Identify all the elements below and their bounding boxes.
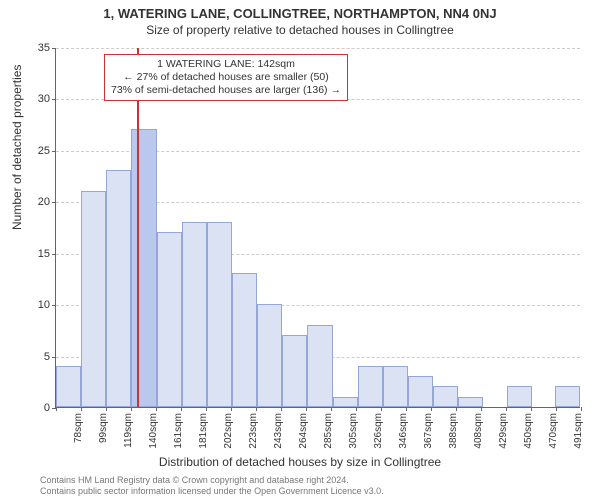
x-tick-mark [456, 407, 457, 411]
y-tick-label: 10 [30, 299, 50, 311]
x-tick-mark [156, 407, 157, 411]
x-tick-label: 450sqm [523, 411, 534, 449]
y-tick-mark [52, 357, 56, 358]
bar [207, 222, 232, 407]
x-tick-mark [556, 407, 557, 411]
y-tick-label: 20 [30, 196, 50, 208]
x-tick-label: 346sqm [398, 411, 409, 449]
plot-area: 1 WATERING LANE: 142sqm ← 27% of detache… [55, 48, 580, 408]
x-tick-label: 408sqm [473, 411, 484, 449]
page-subtitle: Size of property relative to detached ho… [0, 21, 600, 37]
x-tick-label: 285sqm [323, 411, 334, 449]
y-tick-mark [52, 99, 56, 100]
info-line-title: 1 WATERING LANE: 142sqm [111, 58, 341, 71]
bars-container [56, 48, 580, 407]
x-tick-mark [106, 407, 107, 411]
page-title: 1, WATERING LANE, COLLINGTREE, NORTHAMPT… [0, 0, 600, 21]
x-tick-mark [181, 407, 182, 411]
bar [81, 191, 106, 407]
x-tick-mark [256, 407, 257, 411]
x-tick-label: 470sqm [548, 411, 559, 449]
bar [307, 325, 332, 407]
x-tick-label: 429sqm [498, 411, 509, 449]
property-marker-line [137, 48, 139, 407]
bar [433, 386, 458, 407]
x-tick-label: 99sqm [98, 411, 109, 443]
bar [555, 386, 580, 407]
x-tick-label: 243sqm [273, 411, 284, 449]
chart-area: 1 WATERING LANE: 142sqm ← 27% of detache… [55, 48, 580, 408]
x-tick-label: 367sqm [423, 411, 434, 449]
license-line-2: Contains public sector information licen… [40, 486, 384, 496]
bar [333, 397, 358, 407]
bar [106, 170, 131, 407]
y-tick-mark [52, 305, 56, 306]
license-text: Contains HM Land Registry data © Crown c… [40, 475, 384, 496]
y-tick-label: 15 [30, 248, 50, 260]
bar [358, 366, 383, 407]
y-tick-mark [52, 254, 56, 255]
x-tick-label: 388sqm [448, 411, 459, 449]
y-tick-label: 0 [30, 402, 50, 414]
x-tick-label: 78sqm [73, 411, 84, 443]
x-tick-mark [481, 407, 482, 411]
bar [232, 273, 257, 407]
x-tick-mark [206, 407, 207, 411]
license-line-1: Contains HM Land Registry data © Crown c… [40, 475, 384, 485]
bar [282, 335, 307, 407]
x-tick-label: 202sqm [223, 411, 234, 449]
bar [157, 232, 182, 407]
x-tick-label: 491sqm [573, 411, 584, 449]
x-tick-label: 140sqm [148, 411, 159, 449]
x-tick-mark [306, 407, 307, 411]
x-tick-mark [131, 407, 132, 411]
x-tick-label: 305sqm [348, 411, 359, 449]
x-tick-mark [81, 407, 82, 411]
y-tick-label: 25 [30, 145, 50, 157]
bar [408, 376, 433, 407]
bar [56, 366, 81, 407]
x-tick-label: 161sqm [173, 411, 184, 449]
y-axis-label: Number of detached properties [10, 65, 24, 230]
x-tick-mark [281, 407, 282, 411]
y-tick-label: 35 [30, 42, 50, 54]
x-tick-label: 181sqm [198, 411, 209, 449]
x-tick-mark [506, 407, 507, 411]
x-tick-mark [381, 407, 382, 411]
x-tick-mark [331, 407, 332, 411]
x-tick-mark [231, 407, 232, 411]
bar [458, 397, 483, 407]
x-tick-label: 264sqm [298, 411, 309, 449]
y-tick-mark [52, 151, 56, 152]
info-line-smaller: ← 27% of detached houses are smaller (50… [111, 71, 341, 84]
bar [257, 304, 282, 407]
x-tick-mark [356, 407, 357, 411]
bar [507, 386, 532, 407]
x-tick-label: 223sqm [248, 411, 259, 449]
y-tick-mark [52, 48, 56, 49]
x-tick-mark [431, 407, 432, 411]
bar [131, 129, 156, 407]
bar [383, 366, 408, 407]
x-axis-label: Distribution of detached houses by size … [0, 455, 600, 469]
x-tick-label: 119sqm [123, 411, 134, 448]
info-line-larger: 73% of semi-detached houses are larger (… [111, 84, 341, 97]
x-tick-mark [531, 407, 532, 411]
property-info-box: 1 WATERING LANE: 142sqm ← 27% of detache… [104, 54, 348, 101]
x-tick-label: 326sqm [373, 411, 384, 449]
x-tick-mark [581, 407, 582, 411]
y-tick-mark [52, 202, 56, 203]
y-tick-label: 30 [30, 93, 50, 105]
x-tick-mark [56, 407, 57, 411]
x-tick-mark [406, 407, 407, 411]
bar [182, 222, 207, 407]
y-tick-label: 5 [30, 351, 50, 363]
